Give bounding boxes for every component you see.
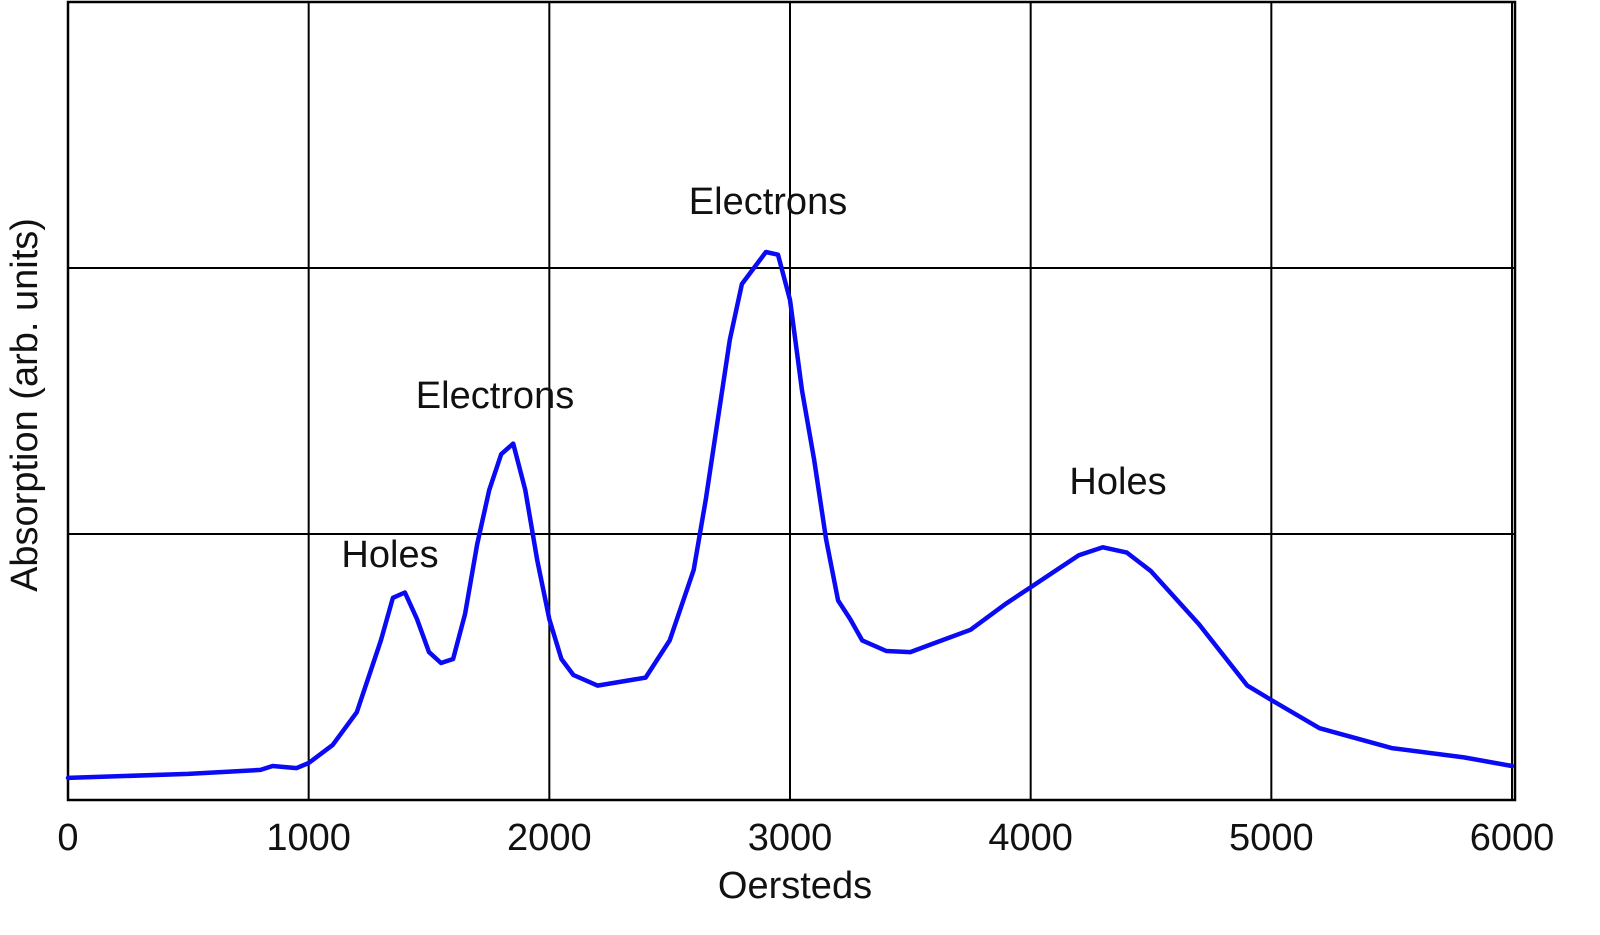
x-axis-label: Oersteds [718,865,872,907]
data-line [65,249,1515,781]
x-tick-label: 1000 [266,817,351,859]
x-tick-label: 5000 [1229,817,1314,859]
x-tick-label: 2000 [507,817,592,859]
annotation: Electrons [689,181,847,223]
x-tick-label: 4000 [988,817,1073,859]
annotation: Electrons [416,375,574,417]
x-tick-label: 6000 [1470,817,1555,859]
annotation: Holes [1069,461,1166,503]
x-tick-label: 3000 [748,817,833,859]
y-axis-label: Absorption (arb. units) [4,218,46,592]
plot-frame [66,0,1517,802]
annotation: Holes [341,534,438,576]
x-tick-label: 0 [57,817,78,859]
